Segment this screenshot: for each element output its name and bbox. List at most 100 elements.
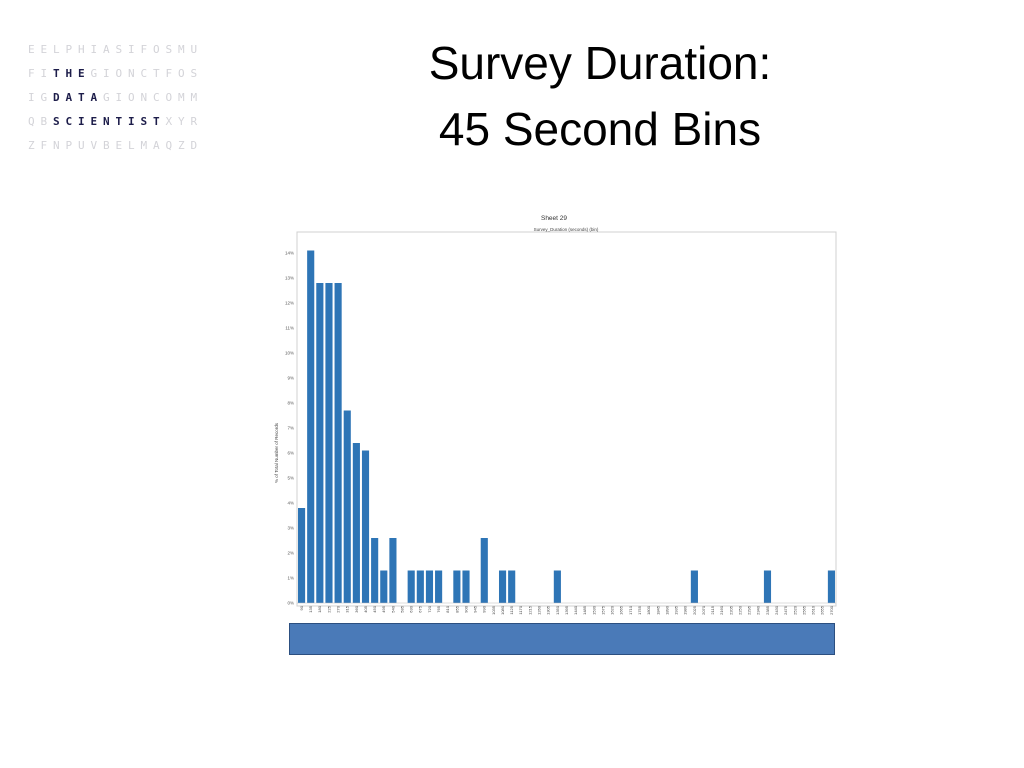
logo-letter: Q [28,115,41,128]
x-tick-label: 1845 [655,605,660,615]
y-tick-label: 0% [287,601,294,606]
x-tick-label: 2025 [692,605,697,615]
y-tick-label: 11% [285,326,294,331]
bars [298,250,835,604]
bar[interactable] [498,570,507,604]
bar[interactable] [763,570,772,604]
bar[interactable] [334,283,342,603]
x-tick-label: 2655 [820,605,825,615]
logo-row: IGDATAGIONCOMM [28,86,203,110]
logo-letter: V [90,139,104,152]
x-tick-label: 1215 [527,605,532,615]
logo-letter: P [65,43,79,56]
logo-letter: S [165,43,179,56]
logo-letter: I [90,43,104,56]
logo-letter: A [153,139,166,152]
bar[interactable] [407,570,415,604]
logo-letter: T [153,115,166,128]
bar[interactable] [380,570,388,604]
x-tick-label: 1575 [600,605,605,615]
slide-title-line-1: Survey Duration: [428,37,772,89]
bar[interactable] [690,570,698,604]
logo-letter: T [78,91,91,104]
the-data-scientist-logo: EELPHIASIFOSMU FITHEGIONCTFOS IGDATAGIONCO… [28,38,203,158]
x-tick-label: 405 [363,605,368,612]
bar[interactable] [416,570,424,604]
logo-row: ZFNPUVBELMAQZD [28,134,203,158]
x-tick-label: 2250 [737,605,742,615]
x-tick-label: 90 [299,605,304,610]
x-tick-label: 2115 [710,605,715,614]
x-tick-label: 1530 [591,605,596,615]
logo-letter: I [115,91,129,104]
x-tick-label: 2430 [774,605,779,615]
logo-letter: F [140,43,154,56]
x-tick-label: 1350 [555,605,560,615]
logo-letter: F [40,139,54,152]
slide-title: Survey Duration: 45 Second Bins [340,30,860,162]
y-tick-label: 12% [285,301,294,306]
logo-letter: E [78,67,91,80]
logo-letter: E [40,43,54,56]
bar[interactable] [371,538,379,603]
bar[interactable] [298,508,306,603]
y-tick-label: 3% [287,526,294,531]
logo-letter: M [178,43,191,56]
bar[interactable] [389,538,397,603]
bar[interactable] [827,570,835,604]
bar[interactable] [553,570,561,604]
logo-letter: Q [165,139,179,152]
logo-letter: I [78,115,91,128]
logo-letter: A [90,91,104,104]
bar[interactable] [343,410,351,604]
x-tick-label: 2340 [756,605,761,615]
logo-letter: B [103,139,116,152]
logo-letter: I [128,43,141,56]
x-tick-label: 360 [354,605,359,612]
logo-row: EELPHIASIFOSMU [28,38,203,62]
x-tick-label: 1035 [491,605,496,615]
logo-letter: I [128,115,141,128]
x-tick-label: 1260 [536,605,541,615]
bar[interactable] [325,283,333,603]
logo-letter: S [115,43,129,56]
bar[interactable] [307,250,315,604]
logo-letter: T [115,115,129,128]
bar[interactable] [435,570,443,604]
x-tick-label: 1935 [674,605,679,615]
logo-letter: L [128,139,141,152]
y-tick-label: 4% [287,501,294,506]
logo-letter: N [103,115,116,128]
bar[interactable] [462,570,470,604]
bar[interactable] [508,570,516,604]
logo-letter: S [190,67,204,80]
plot-frame [296,231,837,607]
x-tick-label: 1440 [573,605,578,615]
logo-letter: F [28,67,41,80]
logo-letter: M [178,91,191,104]
logo-letter: S [53,115,66,128]
y-axis: 0% 1% 2% 3% 4% 5% 6% 7% 8% 9% 10% 11% 12% 13% 14% [285,251,294,606]
y-tick-label: 6% [287,451,294,456]
horizontal-scrollbar[interactable] [289,623,835,655]
x-tick-label: 450 [372,605,377,612]
x-tick-label: 1890 [664,605,669,615]
y-tick-label: 5% [287,476,294,481]
bar[interactable] [352,443,360,603]
bar[interactable] [480,538,488,603]
logo-letter: Y [178,115,191,128]
logo-letter: O [115,67,129,80]
x-tick-label: 945 [473,605,478,612]
x-tick-label: 1800 [646,605,651,615]
bar[interactable] [453,570,461,604]
logo-letter: G [40,91,54,104]
bar[interactable] [425,570,434,604]
bar[interactable] [316,283,324,603]
x-tick-label: 2475 [783,605,788,615]
survey-duration-histogram: Sheet 29 Survey_Duration (seconds) (bin)… [274,215,837,615]
logo-letter: M [140,139,154,152]
x-tick-label: 2205 [728,605,733,615]
bar[interactable] [361,450,370,604]
logo-row: QBSCIENTISTXYR [28,110,203,134]
logo-row: FITHEGIONCTFOS [28,62,203,86]
